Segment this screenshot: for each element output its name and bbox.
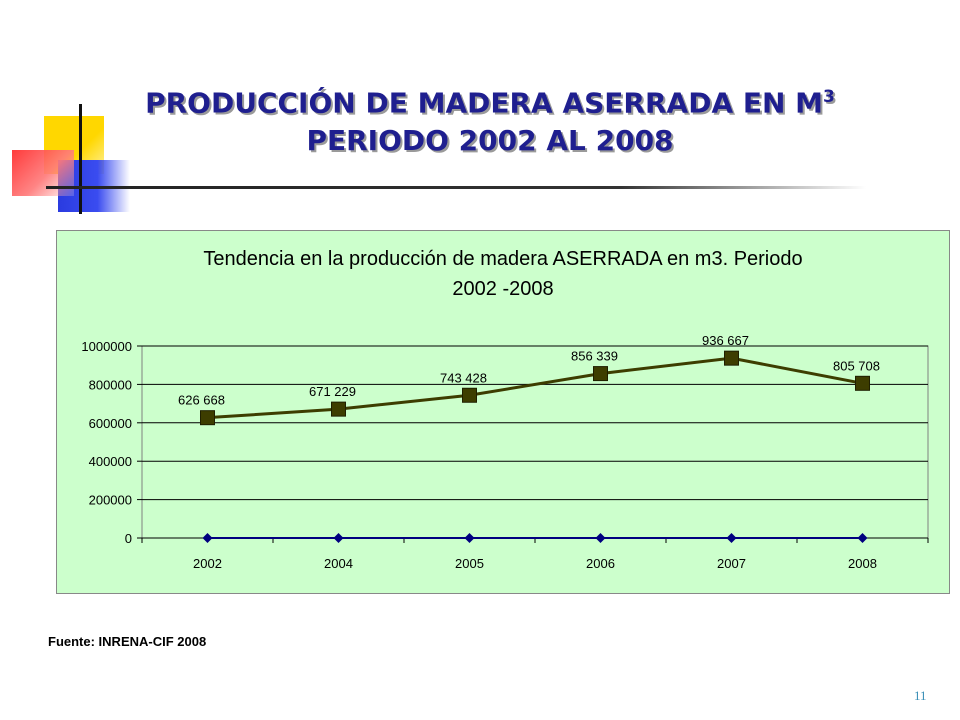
source-note: Fuente: INRENA-CIF 2008 xyxy=(48,634,207,649)
data-point xyxy=(855,375,870,391)
data-point xyxy=(593,366,608,382)
title-underline xyxy=(46,186,866,189)
plot-area xyxy=(141,345,929,539)
page-number: 11 xyxy=(914,688,927,703)
y-tick-label: 800000 xyxy=(89,377,132,392)
slide-title: PRODUCCIÓN DE MADERA ASERRADA EN M3 PERI… xyxy=(120,78,860,160)
data-point xyxy=(333,533,344,543)
chart-title: Tendencia en la producción de madera ASE… xyxy=(56,244,950,304)
x-tick-label: 2004 xyxy=(324,556,353,571)
chart-title-line1: Tendencia en la producción de madera ASE… xyxy=(203,248,803,270)
y-tick-label: 600000 xyxy=(89,416,132,431)
y-tick-label: 1000000 xyxy=(81,339,132,354)
y-tick-label: 0 xyxy=(125,531,132,546)
data-point xyxy=(200,410,215,426)
data-point xyxy=(724,350,739,366)
data-label: 805 708 xyxy=(833,358,880,373)
series-line-1 xyxy=(207,356,863,420)
x-tick-label: 2007 xyxy=(717,556,746,571)
data-label: 626 668 xyxy=(178,393,225,408)
slide-title-line1: PRODUCCIÓN DE MADERA ASERRADA EN M xyxy=(145,86,824,120)
slide-title-line2: PERIODO 2002 AL 2008 xyxy=(306,124,674,158)
y-tick-label: 400000 xyxy=(89,454,132,469)
data-point xyxy=(595,533,606,543)
data-point xyxy=(202,533,213,543)
data-point xyxy=(462,387,477,403)
x-tick-label: 2008 xyxy=(848,556,877,571)
data-label: 743 428 xyxy=(440,370,487,385)
x-tick-label: 2006 xyxy=(586,556,615,571)
data-label: 856 339 xyxy=(571,349,618,364)
data-point xyxy=(331,401,346,417)
slide-title-superscript: 3 xyxy=(823,87,835,107)
data-point xyxy=(464,533,475,543)
chart-title-line2: 2002 -2008 xyxy=(452,278,554,300)
y-tick-label: 200000 xyxy=(89,493,132,508)
data-label: 671 229 xyxy=(309,384,356,399)
data-point xyxy=(726,533,737,543)
data-label: 936 667 xyxy=(702,333,749,348)
logo-vertical-line xyxy=(79,104,82,214)
x-tick-label: 2002 xyxy=(193,556,222,571)
x-tick-label: 2005 xyxy=(455,556,484,571)
data-point xyxy=(857,533,868,543)
